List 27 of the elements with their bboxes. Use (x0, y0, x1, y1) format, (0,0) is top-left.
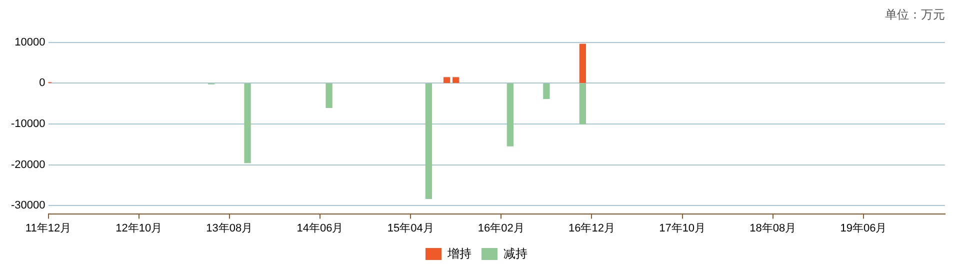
y-tick-label: -20000 (10, 158, 46, 171)
x-tick-label: 11年12月 (25, 222, 72, 234)
bar (425, 83, 432, 200)
bar (579, 83, 586, 124)
x-tick-label: 13年08月 (206, 222, 253, 234)
text: 单位：万元 (885, 7, 945, 22)
x-tick-label: 16年12月 (568, 222, 615, 234)
x-tick-label: 16年02月 (478, 222, 524, 234)
bar (326, 83, 332, 108)
x-tick-label: 15年04月 (387, 222, 434, 234)
x-tick-label: 19年06月 (840, 222, 887, 234)
bar (443, 77, 450, 84)
y-tick-label: -30000 (10, 200, 46, 212)
x-tick-label: 12年10月 (116, 222, 162, 234)
y-tick-label: -10000 (10, 118, 46, 130)
y-tick-label: 10000 (14, 36, 46, 48)
bar (543, 83, 550, 100)
x-tick-label: 18年08月 (750, 222, 796, 234)
legend-label: 减持 (504, 246, 528, 260)
bar (506, 83, 514, 146)
bar (452, 77, 460, 84)
x-tick-label: 17年10月 (659, 222, 706, 234)
y-tick-label: 0 (39, 77, 46, 90)
bar (579, 44, 586, 84)
bar (244, 83, 251, 164)
x-tick-label: 14年06月 (296, 222, 344, 234)
legend-label: 增持 (446, 246, 472, 260)
